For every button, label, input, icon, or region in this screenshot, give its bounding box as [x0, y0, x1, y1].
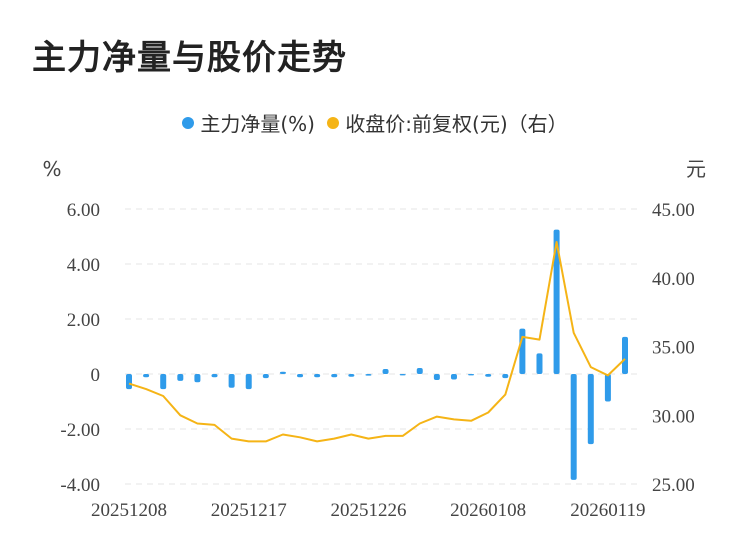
left-axis-tick-label: 4.00 — [67, 255, 100, 276]
bar — [622, 336, 628, 374]
bar — [177, 374, 184, 381]
bar — [485, 374, 492, 377]
left-axis-tick-label: 2.00 — [67, 310, 100, 331]
bar — [194, 374, 201, 383]
legend-label-close-price: 收盘价:前复权(元)（右） — [345, 112, 568, 136]
bar — [502, 374, 509, 379]
x-axis-tick-label: 20260108 — [450, 500, 526, 521]
bar — [519, 328, 526, 374]
bar — [416, 367, 423, 374]
legend-label-net-volume: 主力净量(%) — [200, 112, 315, 136]
bar — [450, 374, 457, 380]
left-axis-tick-label: -2.00 — [60, 420, 100, 441]
bar — [604, 374, 611, 402]
bar — [468, 374, 475, 376]
left-axis-tick-label: 6.00 — [67, 200, 100, 221]
bar — [314, 374, 321, 378]
left-axis-unit: % — [42, 157, 61, 181]
right-axis-unit: 元 — [686, 157, 706, 181]
close-price-line — [128, 241, 626, 443]
x-axis-tick-label: 20260119 — [570, 500, 645, 521]
right-axis-tick-label: 25.00 — [652, 475, 695, 496]
x-axis-tick-label: 20251208 — [91, 500, 167, 521]
bar — [297, 374, 304, 378]
bar — [331, 374, 338, 378]
x-axis-tick-label: 20251217 — [211, 500, 287, 521]
legend-dot-close-price — [327, 116, 340, 129]
right-axis-tick-label: 35.00 — [652, 338, 695, 359]
legend-dot-net-volume — [182, 116, 195, 129]
left-axis-tick-label: -4.00 — [60, 475, 100, 496]
right-axis-tick-label: 40.00 — [652, 269, 695, 290]
bar — [228, 374, 235, 388]
left-axis-tick-label: 0 — [91, 365, 101, 386]
chart-title: 主力净量与股价走势 — [32, 38, 347, 78]
bar — [348, 374, 355, 377]
right-axis-tick-label: 45.00 — [652, 200, 695, 221]
legend-item-close-price[interactable]: 收盘价:前复权(元)（右） — [327, 108, 568, 137]
right-axis-tick-label: 30.00 — [652, 406, 695, 427]
bar — [553, 229, 560, 374]
bar — [245, 374, 252, 390]
bar — [279, 371, 286, 374]
legend-item-net-volume[interactable]: 主力净量(%) — [182, 108, 315, 137]
bar — [382, 369, 389, 374]
bar — [143, 374, 150, 378]
bar — [587, 374, 594, 445]
bar — [365, 374, 372, 376]
bar — [160, 374, 167, 390]
x-axis-tick-label: 20251226 — [330, 500, 406, 521]
bar — [536, 353, 543, 374]
bar — [433, 374, 440, 381]
bar — [399, 374, 406, 376]
bar — [262, 374, 269, 379]
bar — [211, 374, 218, 378]
legend: 主力净量(%) 收盘价:前复权(元)（右） — [0, 108, 750, 137]
bar — [570, 374, 577, 480]
bar — [126, 374, 132, 390]
